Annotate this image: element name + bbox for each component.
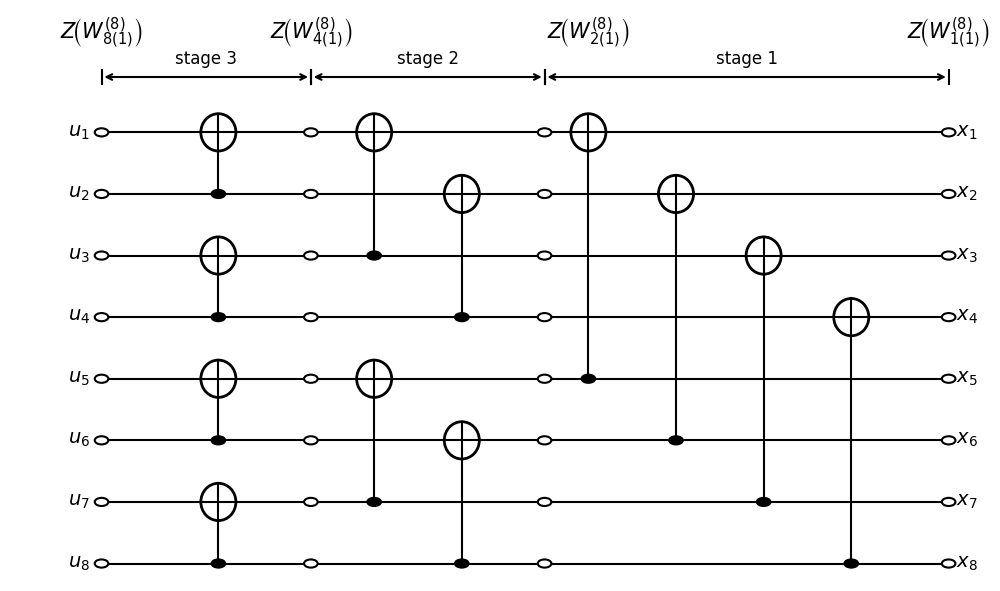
Circle shape	[538, 375, 551, 383]
Circle shape	[95, 560, 108, 567]
Circle shape	[455, 560, 469, 567]
Text: $Z\!\left(W_{2(1)}^{(8)}\right)$: $Z\!\left(W_{2(1)}^{(8)}\right)$	[547, 16, 630, 51]
Circle shape	[212, 436, 225, 444]
Ellipse shape	[201, 237, 236, 274]
Ellipse shape	[746, 237, 781, 274]
Circle shape	[942, 313, 955, 322]
Ellipse shape	[834, 298, 869, 336]
Circle shape	[669, 436, 683, 444]
Ellipse shape	[571, 113, 606, 151]
Circle shape	[942, 375, 955, 383]
Ellipse shape	[444, 176, 479, 213]
Circle shape	[212, 313, 225, 322]
Circle shape	[538, 128, 551, 137]
Text: $u_2$: $u_2$	[68, 185, 90, 203]
Text: $u_5$: $u_5$	[68, 369, 90, 388]
Ellipse shape	[201, 483, 236, 521]
Ellipse shape	[658, 176, 694, 213]
Circle shape	[538, 560, 551, 567]
Circle shape	[942, 436, 955, 444]
Circle shape	[367, 498, 381, 506]
Ellipse shape	[201, 113, 236, 151]
Circle shape	[582, 375, 595, 383]
Text: $Z\!\left(W_{8(1)}^{(8)}\right)$: $Z\!\left(W_{8(1)}^{(8)}\right)$	[60, 16, 143, 51]
Circle shape	[304, 436, 318, 444]
Circle shape	[212, 190, 225, 198]
Circle shape	[538, 190, 551, 198]
Text: $x_5$: $x_5$	[956, 369, 978, 388]
Circle shape	[455, 313, 469, 322]
Text: $u_6$: $u_6$	[68, 431, 90, 450]
Circle shape	[95, 375, 108, 383]
Text: $u_4$: $u_4$	[68, 308, 90, 326]
Circle shape	[304, 251, 318, 259]
Ellipse shape	[357, 113, 392, 151]
Circle shape	[538, 313, 551, 322]
Text: $u_1$: $u_1$	[68, 123, 90, 141]
Circle shape	[942, 251, 955, 259]
Circle shape	[942, 128, 955, 137]
Text: $x_3$: $x_3$	[956, 246, 978, 265]
Text: $x_6$: $x_6$	[956, 431, 978, 450]
Text: stage 2: stage 2	[397, 50, 459, 68]
Circle shape	[942, 190, 955, 198]
Circle shape	[95, 251, 108, 259]
Circle shape	[538, 251, 551, 259]
Circle shape	[304, 190, 318, 198]
Circle shape	[844, 560, 858, 567]
Ellipse shape	[357, 360, 392, 397]
Text: $x_1$: $x_1$	[956, 123, 978, 141]
Circle shape	[304, 375, 318, 383]
Text: $x_8$: $x_8$	[956, 554, 978, 573]
Ellipse shape	[444, 422, 479, 459]
Circle shape	[95, 128, 108, 137]
Circle shape	[304, 313, 318, 322]
Circle shape	[304, 560, 318, 567]
Text: $Z\!\left(W_{1(1)}^{(8)}\right)$: $Z\!\left(W_{1(1)}^{(8)}\right)$	[907, 16, 990, 51]
Circle shape	[95, 313, 108, 322]
Text: $u_8$: $u_8$	[68, 554, 90, 573]
Circle shape	[304, 128, 318, 137]
Circle shape	[942, 560, 955, 567]
Text: $Z\!\left(W_{4(1)}^{(8)}\right)$: $Z\!\left(W_{4(1)}^{(8)}\right)$	[270, 16, 352, 51]
Text: stage 1: stage 1	[716, 50, 778, 68]
Text: $u_3$: $u_3$	[68, 246, 90, 265]
Circle shape	[757, 498, 770, 506]
Circle shape	[367, 251, 381, 259]
Text: stage 3: stage 3	[175, 50, 237, 68]
Text: $x_2$: $x_2$	[956, 185, 978, 203]
Circle shape	[304, 498, 318, 506]
Text: $u_7$: $u_7$	[68, 493, 90, 511]
Text: $x_7$: $x_7$	[956, 493, 978, 511]
Circle shape	[942, 498, 955, 506]
Circle shape	[95, 190, 108, 198]
Circle shape	[212, 560, 225, 567]
Circle shape	[538, 436, 551, 444]
Text: $x_4$: $x_4$	[956, 308, 978, 326]
Circle shape	[538, 498, 551, 506]
Circle shape	[95, 498, 108, 506]
Circle shape	[95, 436, 108, 444]
Ellipse shape	[201, 360, 236, 397]
